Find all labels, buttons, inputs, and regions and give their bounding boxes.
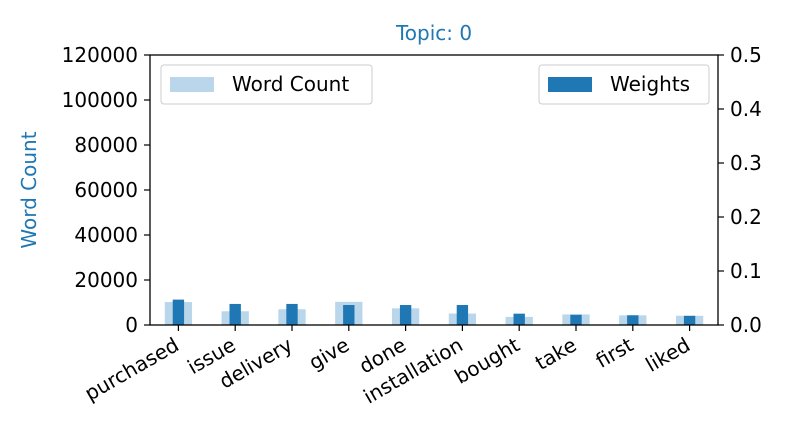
weight-bar xyxy=(343,305,355,325)
x-tick-label: bought xyxy=(450,332,523,388)
left-tick-label: 120000 xyxy=(62,43,138,67)
legend-word-count: Word Count xyxy=(160,64,373,105)
left-tick-label: 60000 xyxy=(74,178,138,202)
x-tick-label: give xyxy=(305,333,354,375)
x-tick-label: liked xyxy=(641,333,694,377)
weight-bar xyxy=(683,315,696,325)
y-axis-left-label: Word Count xyxy=(17,131,41,248)
right-tick-label: 0.0 xyxy=(730,313,762,337)
weight-bar xyxy=(513,313,525,325)
weight-bar xyxy=(627,315,639,325)
weights-bars xyxy=(172,299,696,325)
left-tick-label: 20000 xyxy=(74,268,138,292)
left-tick-label: 40000 xyxy=(74,223,138,247)
x-tick-label: purchased xyxy=(80,333,183,406)
left-tick-label: 0 xyxy=(125,313,138,337)
word-count-bars xyxy=(164,301,704,325)
x-tick-label: first xyxy=(591,332,637,372)
right-tick-label: 0.1 xyxy=(730,259,762,283)
weight-bar xyxy=(172,299,185,325)
legend-word-count-box xyxy=(160,64,373,105)
legend-weights: Weights xyxy=(538,64,710,105)
weight-bar xyxy=(570,314,582,325)
weight-bar xyxy=(229,303,241,325)
chart-title: Topic: 0 xyxy=(395,21,472,45)
left-axis-ticks: 0 20000 40000 60000 80000 100000 120000 xyxy=(62,43,150,337)
legend-weights-box xyxy=(538,64,710,105)
legend-weights-label: Weights xyxy=(610,72,690,96)
weight-bar xyxy=(456,305,469,325)
legend-word-count-swatch xyxy=(170,77,214,92)
right-tick-label: 0.2 xyxy=(730,205,762,229)
x-tick-label: take xyxy=(531,333,580,375)
right-tick-label: 0.3 xyxy=(730,151,762,175)
left-tick-label: 80000 xyxy=(74,133,138,157)
right-axis-ticks: 0.0 0.1 0.2 0.3 0.4 0.5 xyxy=(718,43,762,337)
right-tick-label: 0.4 xyxy=(730,97,762,121)
weight-bar xyxy=(286,303,298,325)
legend-word-count-label: Word Count xyxy=(232,72,349,96)
weight-bar xyxy=(399,305,412,325)
left-tick-label: 100000 xyxy=(62,88,138,112)
legend-weights-swatch xyxy=(548,77,592,92)
right-tick-label: 0.5 xyxy=(730,43,762,67)
